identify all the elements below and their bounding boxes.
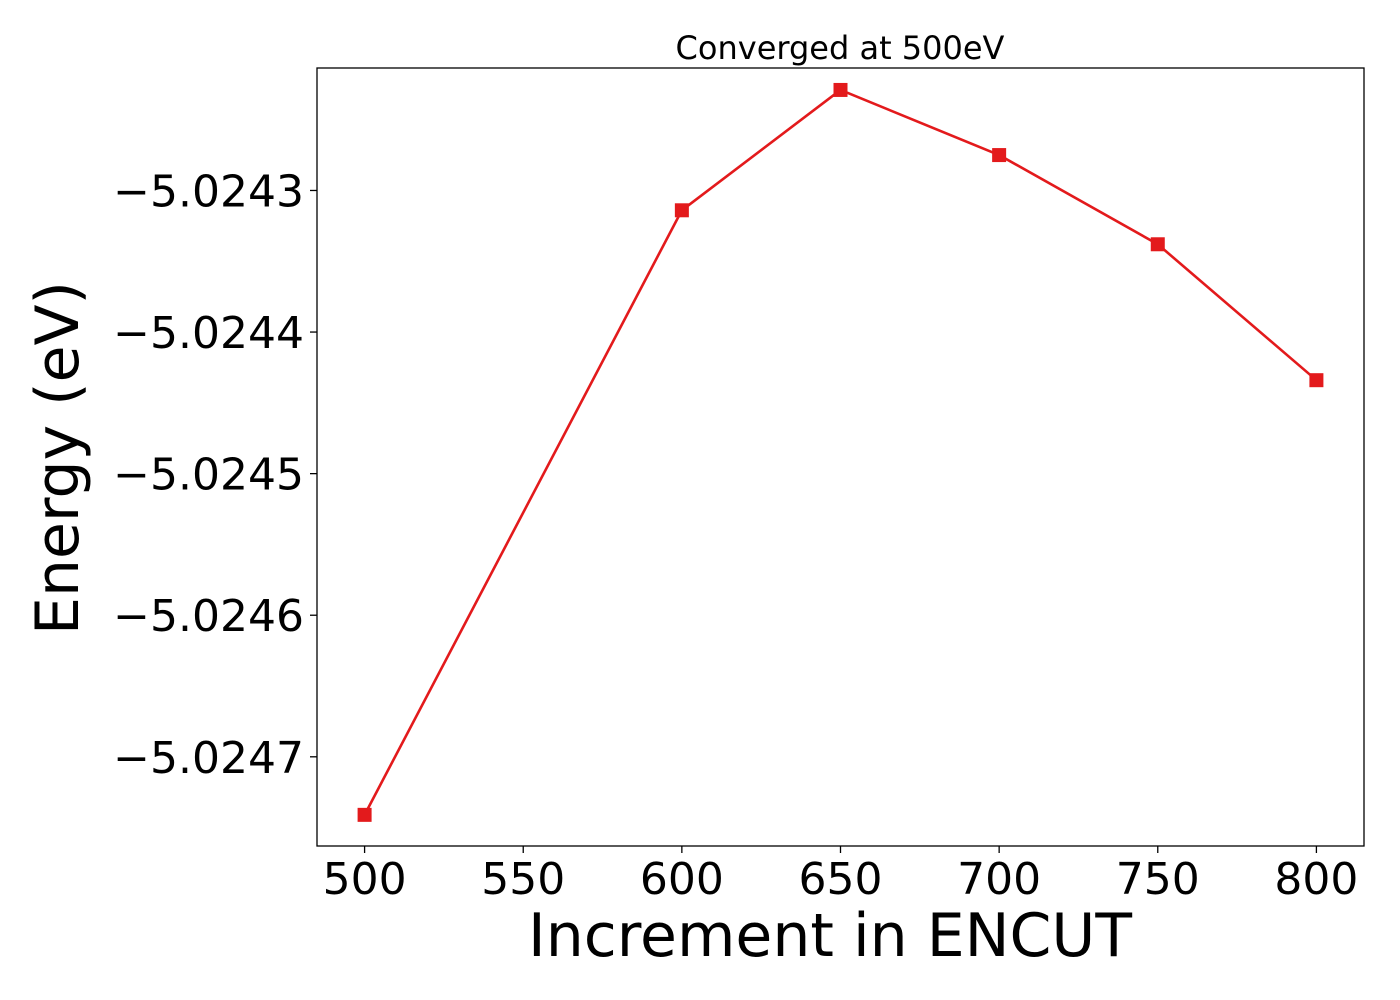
plot-frame — [316, 67, 1365, 847]
data-point-marker — [1309, 373, 1324, 388]
x-tick-label: 800 — [1274, 854, 1358, 905]
data-point-marker — [674, 203, 689, 218]
x-tick-label: 600 — [640, 854, 724, 905]
data-point-marker — [1150, 237, 1165, 252]
y-tick-label: −5.0247 — [113, 733, 304, 784]
series-line — [363, 88, 1318, 816]
x-axis-label: Increment in ENCUT — [528, 901, 1132, 971]
data-point-marker — [992, 148, 1007, 163]
y-tick-label: −5.0243 — [113, 166, 304, 217]
series-layer — [357, 82, 1324, 822]
x-tick-label: 650 — [799, 854, 883, 905]
x-tick-label: 750 — [1116, 854, 1200, 905]
data-point-marker — [833, 82, 848, 97]
x-tick-label: 700 — [957, 854, 1041, 905]
axis-ticks: 500 550 600 650 700 750 800 −5.0243 −5.0244 −5.02… — [113, 166, 1358, 905]
y-tick-label: −5.0244 — [113, 308, 304, 359]
y-tick-label: −5.0245 — [113, 450, 304, 501]
y-axis-label: Energy (eV) — [23, 281, 93, 635]
chart-title: Converged at 500eV — [676, 29, 1005, 67]
x-tick-label: 550 — [481, 854, 565, 905]
x-tick-label: 500 — [323, 854, 407, 905]
data-point-marker — [357, 807, 372, 822]
y-tick-label: −5.0246 — [113, 591, 304, 642]
